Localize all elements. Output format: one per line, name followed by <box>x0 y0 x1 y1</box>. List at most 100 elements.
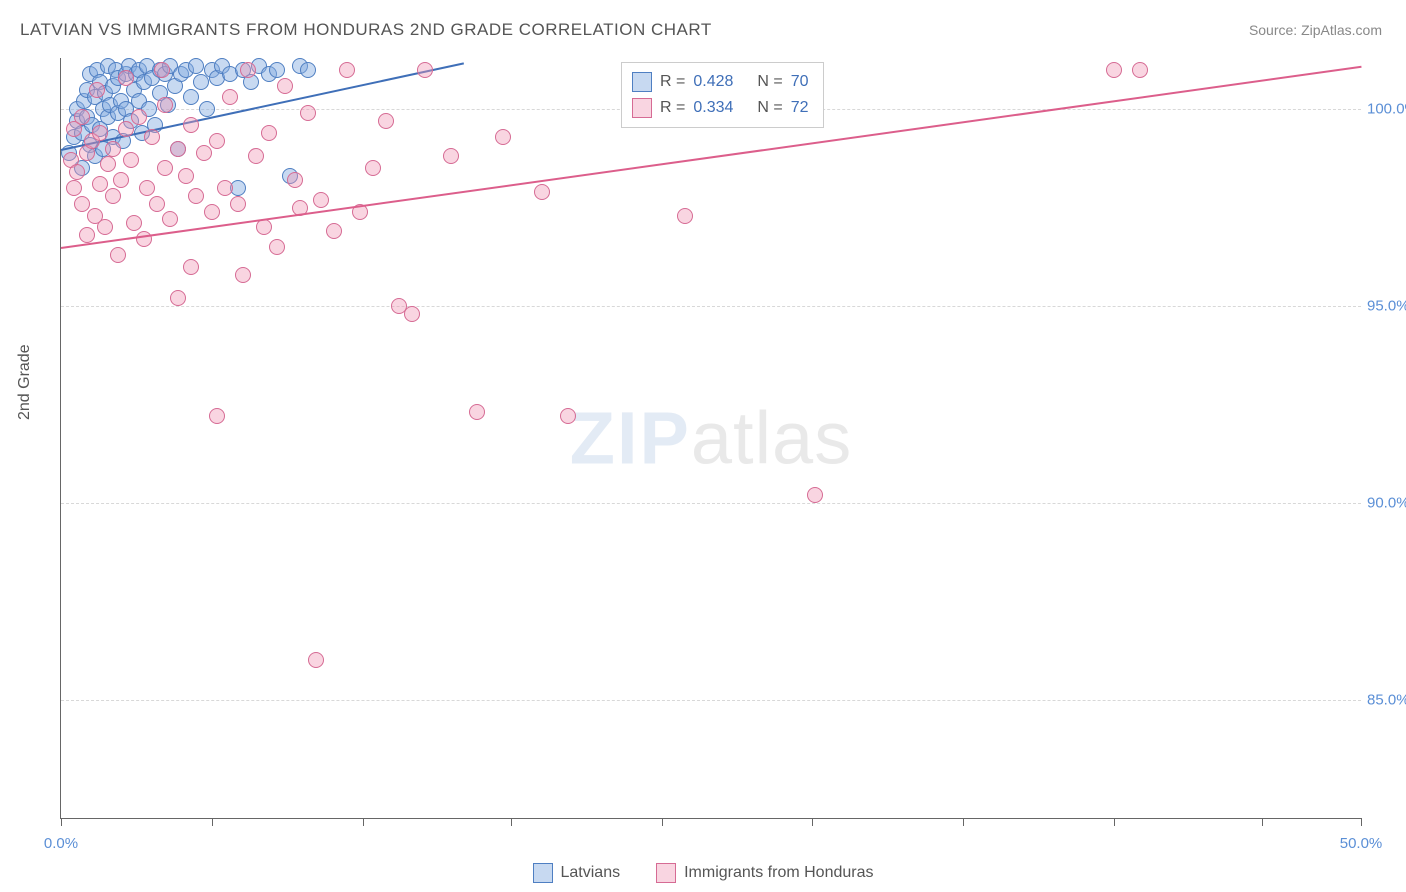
y-tick-label: 90.0% <box>1367 494 1406 511</box>
data-point <box>149 196 165 212</box>
legend-r-value: 0.334 <box>693 99 733 117</box>
x-tick <box>511 818 512 826</box>
data-point <box>162 211 178 227</box>
data-point <box>144 129 160 145</box>
data-point <box>74 109 90 125</box>
data-point <box>183 117 199 133</box>
data-point <box>139 180 155 196</box>
y-axis-label: 2nd Grade <box>16 344 34 420</box>
watermark-left: ZIP <box>570 397 691 480</box>
data-point <box>339 62 355 78</box>
data-point <box>417 62 433 78</box>
data-point <box>1106 62 1122 78</box>
legend-label: Immigrants from Honduras <box>684 864 873 882</box>
data-point <box>313 192 329 208</box>
x-tick <box>212 818 213 826</box>
data-point <box>469 404 485 420</box>
legend-stats-row: R = 0.334 N = 72 <box>632 95 809 121</box>
data-point <box>157 160 173 176</box>
source-label: Source: ZipAtlas.com <box>1249 22 1382 38</box>
y-tick-label: 95.0% <box>1367 298 1406 315</box>
gridline <box>61 306 1361 307</box>
data-point <box>105 188 121 204</box>
data-point <box>118 70 134 86</box>
data-point <box>92 176 108 192</box>
y-tick-label: 100.0% <box>1367 101 1406 118</box>
data-point <box>222 89 238 105</box>
data-point <box>1132 62 1148 78</box>
data-point <box>287 172 303 188</box>
data-point <box>365 160 381 176</box>
chart-title: LATVIAN VS IMMIGRANTS FROM HONDURAS 2ND … <box>20 20 712 40</box>
data-point <box>154 62 170 78</box>
data-point <box>69 164 85 180</box>
legend-stats: R = 0.428 N = 70 R = 0.334 N = 72 <box>621 62 824 128</box>
legend-item: Immigrants from Honduras <box>656 863 873 883</box>
legend-n-label: N = <box>757 73 782 91</box>
data-point <box>118 121 134 137</box>
data-point <box>178 168 194 184</box>
data-point <box>204 204 220 220</box>
data-point <box>269 239 285 255</box>
data-point <box>495 129 511 145</box>
x-tick <box>61 818 62 826</box>
data-point <box>113 172 129 188</box>
gridline <box>61 700 1361 701</box>
x-tick-label: 50.0% <box>1340 835 1383 852</box>
chart-plot-area: ZIPatlas 85.0%90.0%95.0%100.0%0.0%50.0%R… <box>60 58 1361 819</box>
legend-swatch <box>632 72 652 92</box>
data-point <box>123 152 139 168</box>
legend-r-label: R = <box>660 99 685 117</box>
data-point <box>807 487 823 503</box>
data-point <box>248 148 264 164</box>
data-point <box>261 125 277 141</box>
data-point <box>188 58 204 74</box>
data-point <box>196 145 212 161</box>
legend-bottom: Latvians Immigrants from Honduras <box>0 863 1406 888</box>
x-tick <box>1262 818 1263 826</box>
legend-n-value: 72 <box>791 99 809 117</box>
x-tick <box>1361 818 1362 826</box>
data-point <box>443 148 459 164</box>
data-point <box>235 267 251 283</box>
legend-label: Latvians <box>561 864 621 882</box>
x-tick <box>812 818 813 826</box>
legend-r-value: 0.428 <box>693 73 733 91</box>
data-point <box>308 652 324 668</box>
data-point <box>677 208 693 224</box>
data-point <box>105 141 121 157</box>
data-point <box>404 306 420 322</box>
x-tick <box>1114 818 1115 826</box>
legend-swatch <box>632 98 652 118</box>
data-point <box>131 109 147 125</box>
data-point <box>126 215 142 231</box>
x-tick <box>363 818 364 826</box>
data-point <box>157 97 173 113</box>
legend-swatch <box>656 863 676 883</box>
gridline <box>61 503 1361 504</box>
data-point <box>79 227 95 243</box>
data-point <box>100 156 116 172</box>
watermark: ZIPatlas <box>570 396 852 481</box>
data-point <box>92 125 108 141</box>
legend-r-label: R = <box>660 73 685 91</box>
legend-swatch <box>533 863 553 883</box>
data-point <box>170 290 186 306</box>
legend-n-label: N = <box>757 99 782 117</box>
legend-n-value: 70 <box>791 73 809 91</box>
legend-stats-row: R = 0.428 N = 70 <box>632 69 809 95</box>
watermark-right: atlas <box>691 397 852 480</box>
data-point <box>300 62 316 78</box>
data-point <box>74 196 90 212</box>
y-tick-label: 85.0% <box>1367 691 1406 708</box>
data-point <box>256 219 272 235</box>
x-tick <box>662 818 663 826</box>
data-point <box>230 196 246 212</box>
data-point <box>66 180 82 196</box>
data-point <box>209 408 225 424</box>
data-point <box>240 62 256 78</box>
data-point <box>277 78 293 94</box>
data-point <box>217 180 233 196</box>
data-point <box>269 62 285 78</box>
data-point <box>183 89 199 105</box>
